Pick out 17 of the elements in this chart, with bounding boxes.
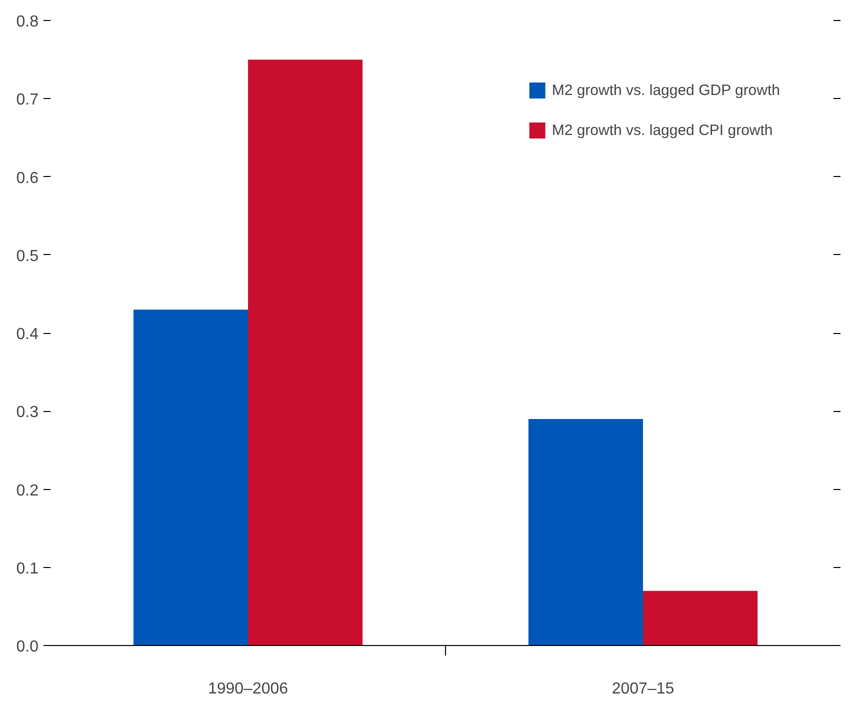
y-tick-label: 0.0 <box>16 638 39 656</box>
y-tick-label: 0.6 <box>16 170 39 187</box>
bar <box>248 60 363 646</box>
legend-label: M2 growth vs. lagged CPI growth <box>552 122 773 138</box>
y-tick-label: 0.1 <box>16 560 39 578</box>
bar <box>133 310 248 646</box>
x-tick-label: 1990–2006 <box>208 680 288 698</box>
legend-label: M2 growth vs. lagged GDP growth <box>552 82 780 98</box>
y-tick-label: 0.8 <box>16 14 39 30</box>
y-tick-label: 0.5 <box>16 248 39 265</box>
bar <box>528 418 643 646</box>
y-tick-label: 0.4 <box>16 326 39 343</box>
x-tick-label: 2007–15 <box>612 680 674 698</box>
y-tick-label: 0.2 <box>16 482 39 500</box>
y-tick-label: 0.7 <box>16 92 39 109</box>
bar <box>643 590 758 646</box>
y-tick-label: 0.3 <box>16 404 39 422</box>
